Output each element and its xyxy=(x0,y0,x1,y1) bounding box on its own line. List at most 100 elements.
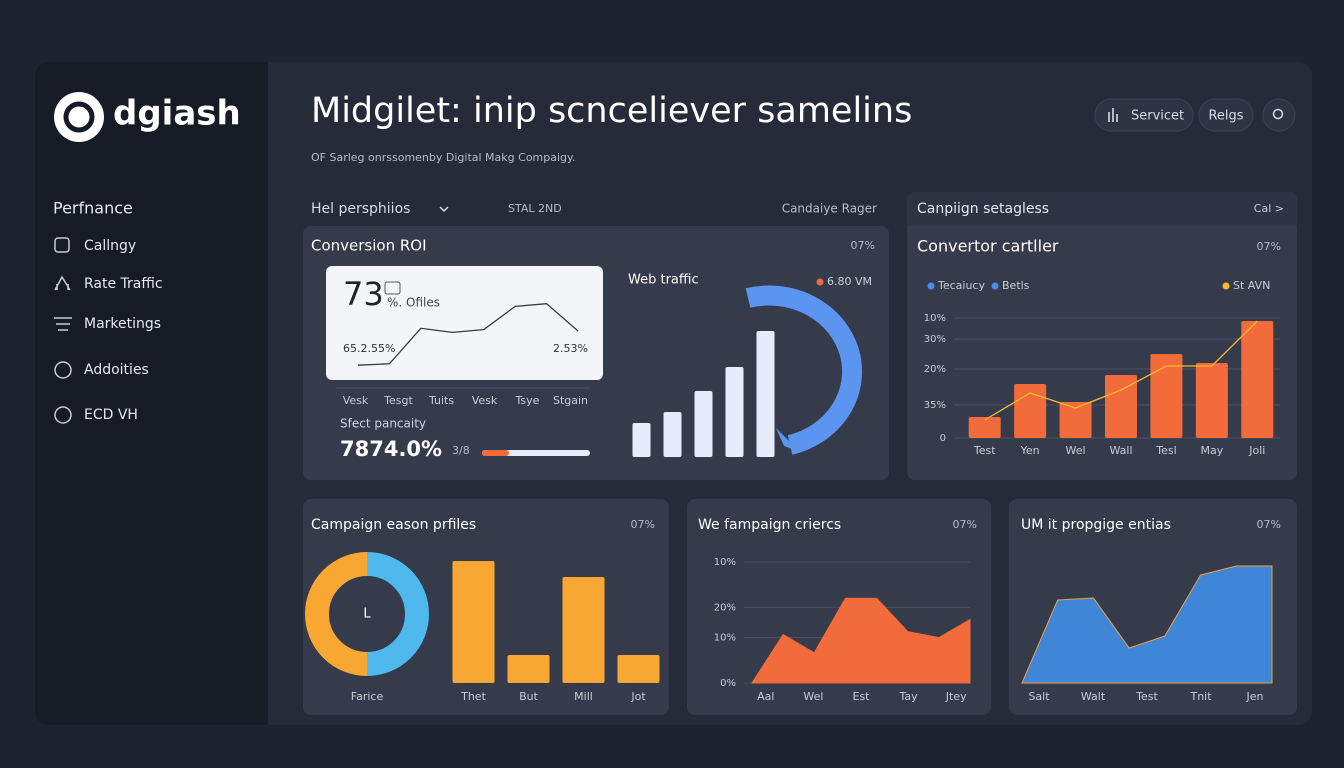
donut-label: Farice xyxy=(351,690,384,703)
menu-item[interactable]: Addoities xyxy=(84,362,149,378)
bar xyxy=(1059,402,1092,438)
progress-track xyxy=(482,450,590,456)
bar xyxy=(694,391,713,457)
legend-label: St AVN xyxy=(1233,279,1270,292)
page-subtitle: OF Sarleg onrssomenby Digital Makg Compa… xyxy=(311,151,575,164)
x-tick-label: Vesk xyxy=(343,394,369,407)
bar xyxy=(1241,321,1274,438)
x-tick-label: Joli xyxy=(1248,444,1265,457)
legend-dot xyxy=(816,278,824,286)
button-label[interactable]: Servicet xyxy=(1131,109,1184,124)
x-tick-label: May xyxy=(1200,444,1223,457)
panel-badge: 07% xyxy=(851,239,875,252)
y-tick-label: 0% xyxy=(720,678,736,689)
bar xyxy=(562,577,605,683)
panel-title: Conversion ROI xyxy=(311,237,427,255)
x-tick-label: Test xyxy=(973,444,996,457)
bar xyxy=(1105,375,1137,438)
legend-label: 6.80 VM xyxy=(827,275,872,288)
y-tick-label: 30% xyxy=(924,334,946,345)
dropdown-caret xyxy=(439,206,449,213)
bar xyxy=(1195,363,1228,438)
panel-link[interactable]: Cal > xyxy=(1254,202,1284,215)
x-tick-label: Tesl xyxy=(1155,444,1176,457)
x-tick-label: But xyxy=(519,690,539,703)
x-tick-label: Jot xyxy=(630,690,646,703)
x-tick-label: Jen xyxy=(1246,690,1264,703)
logo-text: dgiash xyxy=(113,94,241,134)
search-icon xyxy=(1272,108,1284,120)
roi-left: 65.2.55% xyxy=(343,342,395,355)
legend-dot xyxy=(991,282,999,290)
sidebar-icons xyxy=(54,237,72,424)
range-picker[interactable]: Candaiye Rager xyxy=(782,202,877,216)
stat-value: 7874.0% xyxy=(340,437,442,461)
sidebar xyxy=(35,62,268,725)
legend-label: Betls xyxy=(1002,279,1030,292)
traffic-title: Web traffic xyxy=(628,273,699,288)
logo-icon xyxy=(54,92,104,142)
page-title: Midgilet: inip scnceliever samelins xyxy=(311,91,912,131)
stat-small: 3/8 xyxy=(452,444,470,457)
legend-dot xyxy=(927,282,935,290)
panel-title: We fampaign criercs xyxy=(698,517,841,533)
menu-item[interactable]: Rate Traffic xyxy=(84,276,163,292)
stat-label: Sfect pancaity xyxy=(340,417,426,431)
x-tick-label: Tay xyxy=(899,690,919,703)
x-tick-label: Salt xyxy=(1028,690,1050,703)
chart-title: Convertor cartller xyxy=(917,237,1059,256)
gauge-arrow xyxy=(776,428,800,452)
roi-card-icon xyxy=(384,281,401,295)
dropdown[interactable]: Hel persphiios xyxy=(311,201,410,217)
button-help[interactable] xyxy=(1198,98,1254,132)
y-tick-label: 10% xyxy=(714,633,736,644)
panel-header: Canpiign setagless xyxy=(917,201,1049,217)
y-tick-label: 20% xyxy=(924,364,946,375)
x-tick-label: Tnit xyxy=(1189,690,1212,703)
roi-unit: %. Ofiles xyxy=(387,296,440,310)
panel-badge: 07% xyxy=(953,518,977,531)
bar xyxy=(663,412,682,457)
panel-title: Campaign eason prfiles xyxy=(311,517,476,533)
menu-item[interactable]: Marketings xyxy=(84,316,161,332)
x-tick-label: Thet xyxy=(460,690,486,703)
x-tick-label: Aal xyxy=(757,690,774,703)
x-tick-label: Tsye xyxy=(515,394,540,407)
button-services[interactable] xyxy=(1094,98,1194,132)
x-tick-label: Wall xyxy=(1109,444,1132,457)
bar xyxy=(968,417,1001,438)
x-tick-label: Jtey xyxy=(945,690,967,703)
bar xyxy=(632,423,651,457)
menu-item[interactable]: Callngy xyxy=(84,238,136,254)
area xyxy=(1021,565,1273,684)
panel-badge: 07% xyxy=(1257,518,1281,531)
menu-item[interactable]: ECD VH xyxy=(84,407,138,423)
x-tick-label: Tuits xyxy=(428,394,454,407)
bar xyxy=(452,561,495,683)
legend-label: Tecaiucy xyxy=(937,279,985,292)
x-tick-label: Vesk xyxy=(472,394,498,407)
y-tick-label: 10% xyxy=(924,313,946,324)
x-tick-label: Wel xyxy=(1066,444,1086,457)
search-button[interactable] xyxy=(1262,98,1296,132)
progress-fill xyxy=(482,450,509,456)
panel-title: UM it propgige entias xyxy=(1021,517,1171,533)
donut-segment xyxy=(305,552,368,676)
bar xyxy=(756,331,775,457)
gauge-arc xyxy=(745,285,863,455)
roi-line xyxy=(357,302,579,366)
roi-value: 73 xyxy=(343,275,384,313)
bar xyxy=(725,367,744,457)
x-tick-label: Mill xyxy=(574,690,593,703)
bar xyxy=(1150,354,1183,438)
sidebar-heading: Perfnance xyxy=(53,199,133,218)
trend-line xyxy=(984,320,1258,421)
x-tick-label: Yen xyxy=(1020,444,1040,457)
y-tick-label: 10% xyxy=(714,557,736,568)
button-label[interactable]: Relgs xyxy=(1208,109,1243,124)
panel-campaign xyxy=(907,192,1297,480)
x-tick-label: Tesgt xyxy=(383,394,413,407)
logo-icon-inner xyxy=(63,101,95,133)
